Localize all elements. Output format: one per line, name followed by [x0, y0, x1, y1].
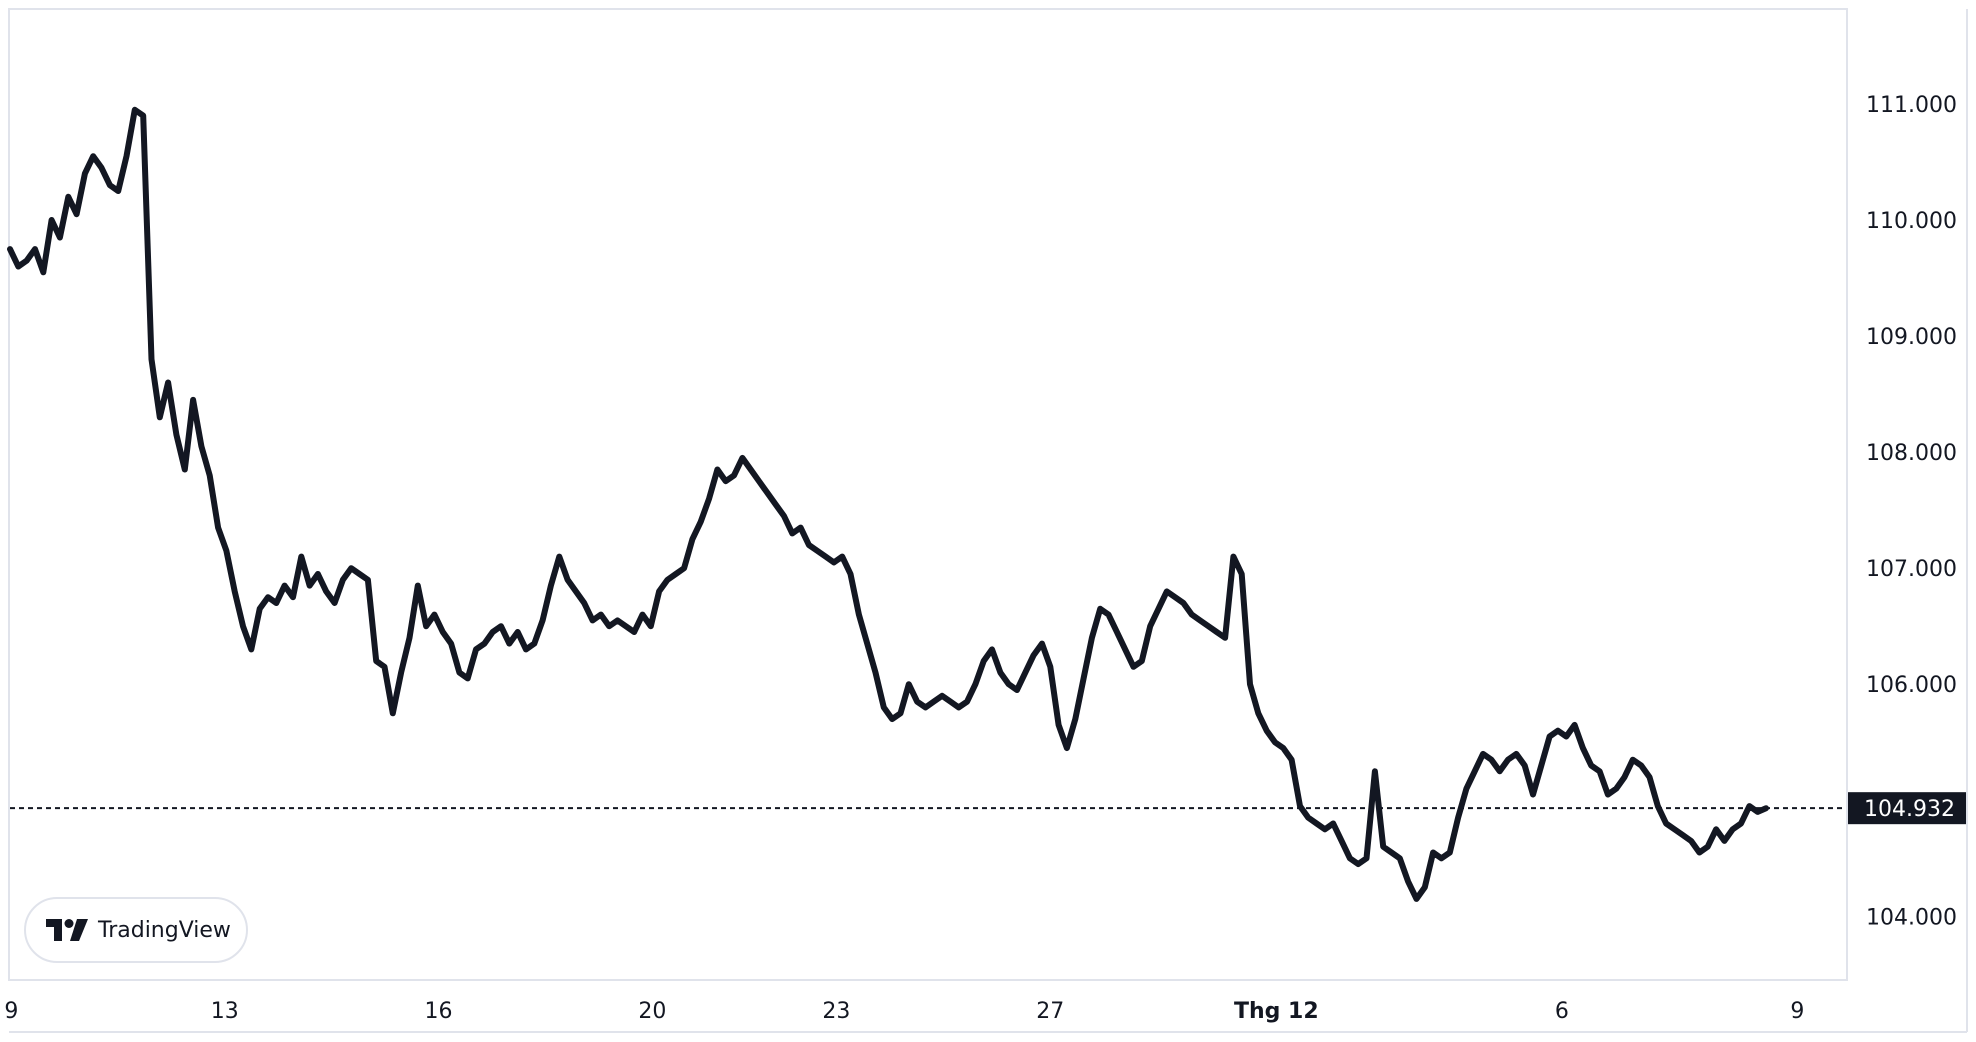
x-tick-label: 9: [4, 999, 18, 1024]
last-price-label-bg: [1848, 792, 1966, 825]
x-tick-label: 13: [211, 999, 239, 1024]
y-tick-label: 108.000: [1866, 441, 1957, 466]
x-tick-label: 6: [1555, 999, 1569, 1024]
time-axis[interactable]: 9 13 16 20 23 27 Thg 12 6 9: [4, 999, 1804, 1024]
chart-frame: [8, 8, 1848, 981]
last-price-value: 104.932: [1864, 797, 1955, 822]
y-tick-label: 110.000: [1866, 209, 1957, 234]
y-tick-label: 109.000: [1866, 325, 1957, 350]
y-tick-label: 107.000: [1866, 557, 1957, 582]
price-series-line: [7, 106, 1769, 902]
x-tick-label: 23: [822, 999, 850, 1024]
tradingview-badge[interactable]: TradingView: [24, 897, 248, 963]
tradingview-logo-icon: [46, 919, 88, 941]
y-tick-label: 106.000: [1866, 673, 1957, 698]
last-price-label: 104.932: [1848, 792, 1966, 825]
y-tick-label: 104.000: [1866, 905, 1957, 930]
tradingview-brand-name: TradingView: [98, 917, 231, 943]
y-tick-label: 111.000: [1866, 93, 1957, 118]
x-tick-month-label: Thg 12: [1234, 999, 1319, 1024]
price-axis[interactable]: 111.000 110.000 109.000 108.000 107.000 106.0…: [1866, 93, 1957, 930]
x-tick-label: 27: [1036, 999, 1064, 1024]
x-tick-label: 9: [1790, 999, 1804, 1024]
x-tick-label: 16: [425, 999, 453, 1024]
x-tick-label: 20: [638, 999, 666, 1024]
